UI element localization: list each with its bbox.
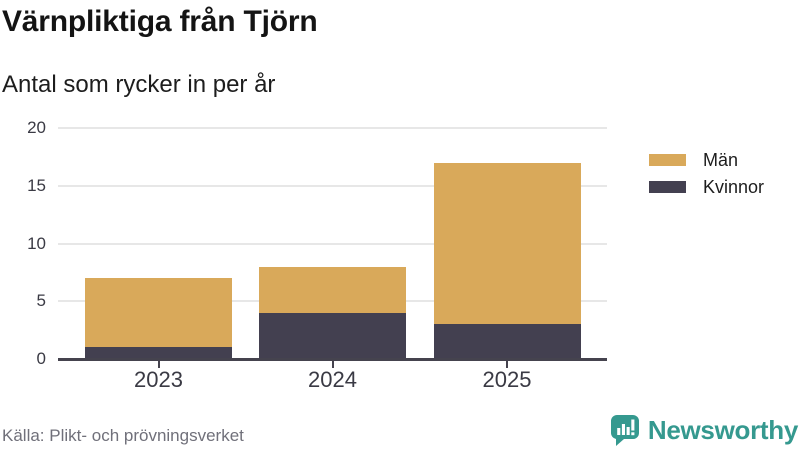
x-axis-tick-2024 xyxy=(331,360,334,368)
bar-segment-män-2023 xyxy=(85,278,232,348)
newsworthy-icon xyxy=(610,414,639,446)
bar-segment-män-2025 xyxy=(433,162,581,325)
bar-segment-män-2024 xyxy=(259,266,406,313)
legend-label: Män xyxy=(703,149,739,170)
y-axis-label: 0 xyxy=(36,349,46,368)
bar-segment-kvinnor-2025 xyxy=(433,324,581,359)
newsworthy-logo[interactable]: Newsworthy xyxy=(610,413,798,447)
legend-label: Kvinnor xyxy=(703,176,765,197)
gridline-y-10 xyxy=(58,242,607,245)
y-axis-label: 10 xyxy=(27,233,46,253)
y-axis-label: 20 xyxy=(27,118,46,138)
x-axis-tick-2025 xyxy=(506,360,508,368)
gridline-y-15 xyxy=(58,184,607,187)
x-axis-line xyxy=(58,357,607,361)
bar-segment-kvinnor-2023 xyxy=(85,347,232,359)
legend-item-kvinnor: Kvinnor xyxy=(649,176,764,198)
chart-subtitle: Antal som rycker in per år xyxy=(2,71,276,98)
gridline-y-20 xyxy=(58,127,607,130)
legend-item-män: Män xyxy=(649,149,764,171)
y-axis-label: 15 xyxy=(27,175,46,195)
newsworthy-wordmark: Newsworthy xyxy=(647,415,798,445)
source-text: Källa: Plikt- och prövningsverket xyxy=(2,426,244,445)
x-axis-label-2025: 2025 xyxy=(482,367,532,392)
bar-segment-kvinnor-2024 xyxy=(259,312,406,359)
x-axis-label-2024: 2024 xyxy=(308,367,357,392)
chart-title: Värnpliktiga från Tjörn xyxy=(2,5,318,38)
legend-swatch xyxy=(649,154,686,166)
x-axis-label-2023: 2023 xyxy=(134,367,183,392)
y-axis-label: 5 xyxy=(36,291,46,311)
legend-swatch xyxy=(649,181,686,193)
chart-legend: Män Kvinnor xyxy=(649,149,764,198)
x-axis-tick-2023 xyxy=(157,360,160,368)
